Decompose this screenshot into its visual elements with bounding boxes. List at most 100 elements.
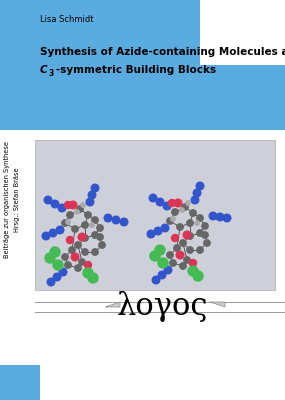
Circle shape bbox=[149, 194, 157, 202]
Circle shape bbox=[180, 208, 184, 212]
Circle shape bbox=[64, 202, 72, 208]
Circle shape bbox=[154, 227, 162, 235]
Circle shape bbox=[184, 257, 190, 263]
Circle shape bbox=[147, 230, 155, 238]
Circle shape bbox=[158, 271, 166, 279]
Circle shape bbox=[197, 215, 203, 221]
Circle shape bbox=[97, 225, 103, 231]
Circle shape bbox=[197, 247, 203, 253]
Circle shape bbox=[59, 268, 67, 276]
Circle shape bbox=[202, 232, 208, 238]
Circle shape bbox=[190, 260, 196, 266]
Circle shape bbox=[180, 240, 186, 246]
Circle shape bbox=[171, 217, 175, 221]
Circle shape bbox=[75, 265, 81, 271]
Circle shape bbox=[83, 268, 93, 278]
Circle shape bbox=[180, 263, 186, 269]
Circle shape bbox=[62, 254, 68, 260]
Circle shape bbox=[195, 221, 199, 225]
Text: 3: 3 bbox=[49, 68, 54, 78]
Circle shape bbox=[42, 232, 50, 240]
Circle shape bbox=[53, 260, 63, 270]
Circle shape bbox=[183, 231, 191, 239]
Circle shape bbox=[112, 216, 120, 224]
Circle shape bbox=[81, 203, 85, 207]
Circle shape bbox=[88, 273, 98, 283]
Circle shape bbox=[182, 204, 188, 210]
Circle shape bbox=[202, 223, 208, 229]
Circle shape bbox=[209, 212, 217, 220]
Circle shape bbox=[163, 202, 171, 210]
Circle shape bbox=[82, 249, 88, 255]
Text: -symmetric Building Blocks: -symmetric Building Blocks bbox=[56, 65, 216, 75]
Circle shape bbox=[168, 200, 176, 206]
Circle shape bbox=[161, 224, 169, 232]
Circle shape bbox=[197, 230, 203, 236]
Circle shape bbox=[84, 262, 91, 268]
Circle shape bbox=[45, 253, 55, 263]
Circle shape bbox=[49, 229, 57, 237]
Text: Lisa Schmidt: Lisa Schmidt bbox=[40, 16, 93, 24]
Circle shape bbox=[62, 220, 68, 226]
Circle shape bbox=[196, 182, 204, 190]
Circle shape bbox=[66, 220, 70, 224]
Circle shape bbox=[78, 233, 86, 241]
Bar bbox=[35, 140, 275, 290]
Circle shape bbox=[85, 212, 91, 218]
Circle shape bbox=[167, 252, 173, 258]
Circle shape bbox=[69, 247, 75, 253]
Circle shape bbox=[187, 233, 193, 239]
Bar bbox=[0, 0, 285, 130]
Circle shape bbox=[152, 276, 160, 284]
Circle shape bbox=[72, 226, 78, 232]
Circle shape bbox=[186, 201, 190, 205]
Circle shape bbox=[177, 224, 183, 230]
Text: Beiträge zur organischen Synthese
Hrsg.: Stefan Bräse: Beiträge zur organischen Synthese Hrsg.:… bbox=[4, 142, 20, 258]
Circle shape bbox=[223, 214, 231, 222]
Circle shape bbox=[174, 199, 182, 207]
Text: λογος: λογος bbox=[116, 292, 208, 322]
Circle shape bbox=[69, 201, 77, 209]
Circle shape bbox=[50, 247, 60, 257]
Circle shape bbox=[67, 212, 73, 218]
Circle shape bbox=[65, 262, 71, 268]
Circle shape bbox=[155, 245, 165, 255]
Circle shape bbox=[216, 213, 224, 221]
Circle shape bbox=[82, 222, 88, 228]
Circle shape bbox=[156, 198, 164, 206]
Circle shape bbox=[92, 232, 98, 238]
Circle shape bbox=[150, 251, 160, 261]
Circle shape bbox=[92, 249, 98, 255]
Circle shape bbox=[51, 200, 59, 208]
Circle shape bbox=[75, 242, 81, 248]
Circle shape bbox=[164, 266, 172, 274]
Circle shape bbox=[188, 266, 198, 276]
Bar bbox=[200, 0, 285, 65]
Circle shape bbox=[66, 236, 74, 244]
Bar bbox=[0, 365, 40, 400]
Text: C: C bbox=[40, 65, 48, 75]
Circle shape bbox=[79, 259, 85, 265]
Circle shape bbox=[174, 245, 180, 251]
Circle shape bbox=[193, 189, 201, 197]
Circle shape bbox=[187, 220, 193, 226]
Circle shape bbox=[190, 210, 196, 216]
Circle shape bbox=[191, 196, 199, 204]
Circle shape bbox=[90, 223, 94, 227]
Circle shape bbox=[44, 196, 52, 204]
Circle shape bbox=[172, 234, 178, 242]
Circle shape bbox=[53, 273, 61, 281]
Text: Synthesis of Azide-containing Molecules and: Synthesis of Azide-containing Molecules … bbox=[40, 47, 285, 57]
Circle shape bbox=[86, 198, 94, 206]
Circle shape bbox=[82, 235, 88, 241]
Polygon shape bbox=[210, 302, 225, 307]
Circle shape bbox=[71, 253, 79, 261]
Circle shape bbox=[104, 214, 112, 222]
Circle shape bbox=[172, 209, 178, 215]
Circle shape bbox=[75, 210, 79, 214]
Circle shape bbox=[99, 242, 105, 248]
Circle shape bbox=[193, 271, 203, 281]
Circle shape bbox=[77, 206, 83, 212]
Circle shape bbox=[204, 240, 210, 246]
Circle shape bbox=[56, 226, 64, 234]
